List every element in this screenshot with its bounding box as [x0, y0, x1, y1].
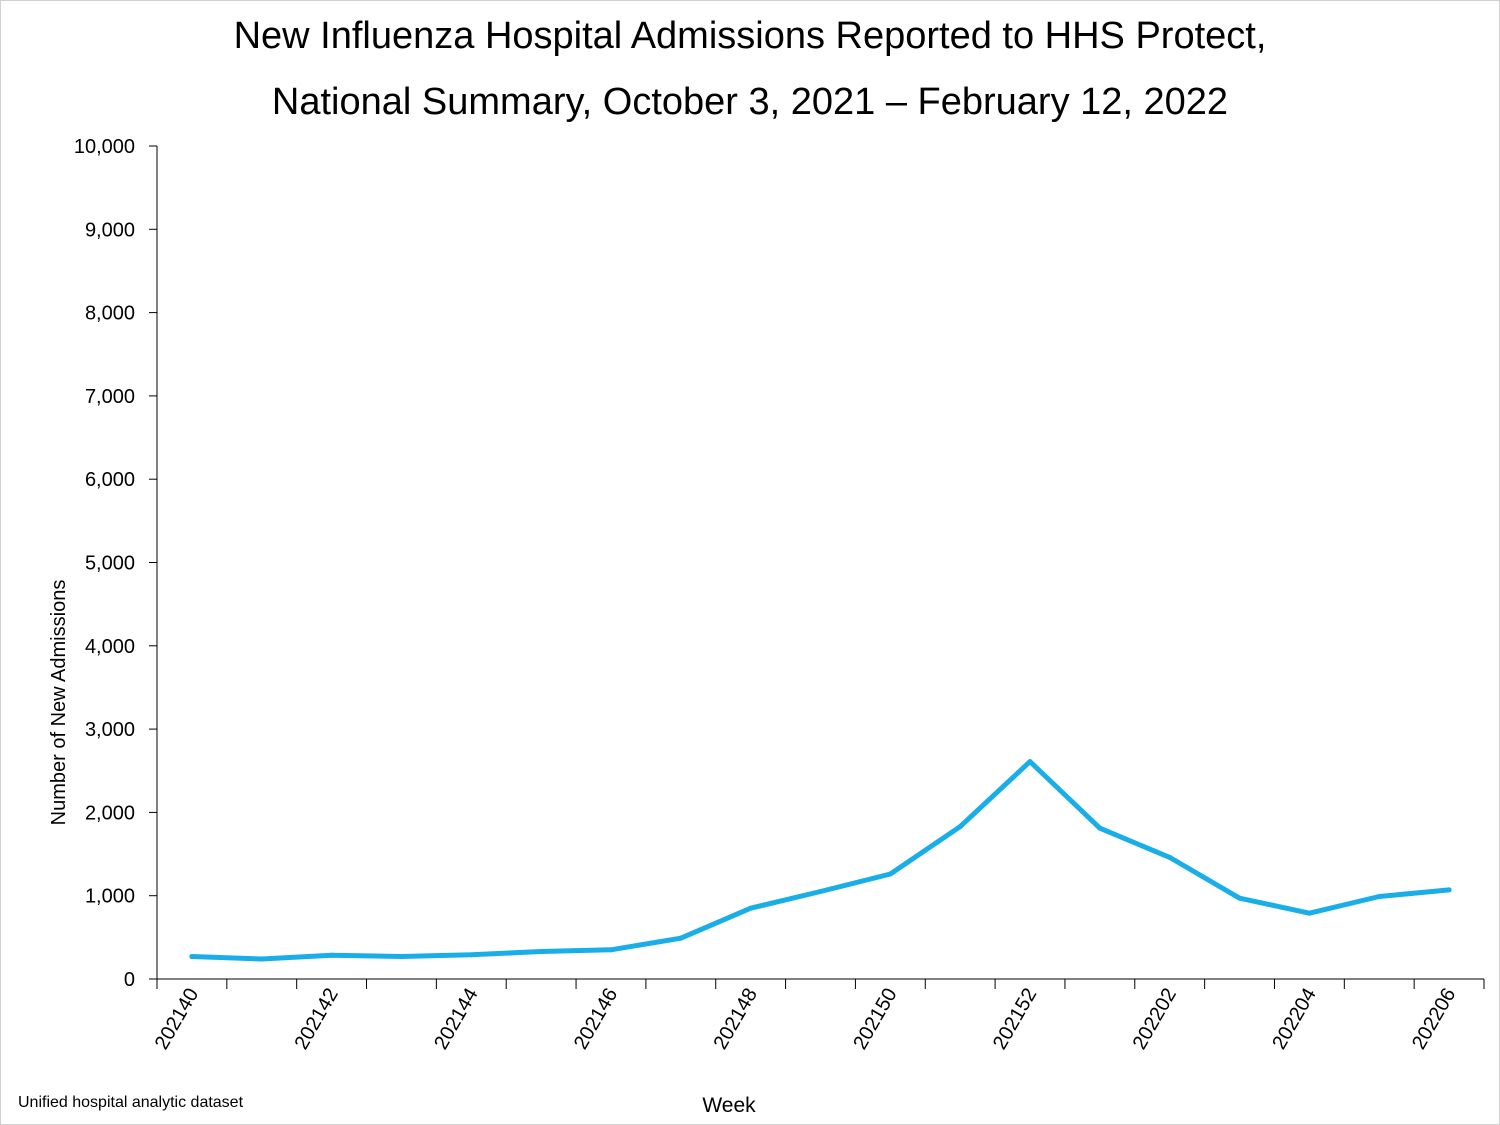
y-tick-label: 0	[124, 969, 135, 991]
data-point-202203	[1237, 895, 1243, 901]
x-tick-label: 202150	[849, 985, 901, 1054]
data-point-202140	[189, 954, 195, 960]
x-tick-label: 202144	[430, 985, 482, 1054]
y-tick-label: 7,000	[85, 386, 135, 408]
data-point-202143	[398, 954, 404, 960]
x-tick-label: 202202	[1129, 985, 1181, 1054]
data-point-202206	[1446, 887, 1452, 893]
y-tick-label: 4,000	[85, 636, 135, 658]
data-point-202147	[678, 935, 684, 941]
y-tick-label: 6,000	[85, 469, 135, 491]
x-tick-label: 202152	[989, 985, 1041, 1054]
data-point-202151	[957, 824, 963, 830]
data-point-202146	[608, 947, 614, 953]
data-point-202152	[1027, 759, 1033, 765]
data-point-202150	[887, 871, 893, 877]
y-tick-label: 9,000	[85, 219, 135, 241]
x-axis-title: Week	[702, 1094, 756, 1117]
x-tick-label: 202206	[1408, 985, 1460, 1054]
y-tick-label: 5,000	[85, 553, 135, 575]
x-tick-label: 202146	[570, 985, 622, 1054]
y-tick-label: 10,000	[74, 136, 135, 158]
y-tick-label: 8,000	[85, 303, 135, 325]
y-tick-label: 2,000	[85, 802, 135, 824]
data-point-202144	[468, 952, 474, 958]
data-point-202145	[538, 949, 544, 955]
data-point-202142	[329, 952, 335, 958]
data-point-202149	[818, 889, 823, 895]
source-note: Unified hospital analytic dataset	[18, 1094, 244, 1111]
y-tick-label: 1,000	[85, 886, 135, 908]
series-line-0	[189, 759, 1452, 962]
y-axis-title: Number of New Admissions	[48, 580, 70, 826]
data-point-202141	[259, 956, 265, 962]
chart-title-line-1: New Influenza Hospital Admissions Report…	[233, 15, 1267, 57]
x-tick-label: 202204	[1268, 985, 1320, 1054]
y-tick-label: 3,000	[85, 719, 135, 741]
data-point-202204	[1306, 910, 1312, 916]
x-tick-label: 202142	[291, 985, 343, 1054]
x-tick-label: 202140	[151, 985, 203, 1054]
data-point-202201	[1097, 825, 1103, 831]
data-point-202148	[748, 905, 754, 911]
data-point-202202	[1167, 854, 1173, 860]
chart-title-line-2: National Summary, October 3, 2021 – Febr…	[271, 81, 1229, 123]
data-point-202205	[1376, 894, 1382, 900]
x-tick-label: 202148	[710, 985, 762, 1054]
